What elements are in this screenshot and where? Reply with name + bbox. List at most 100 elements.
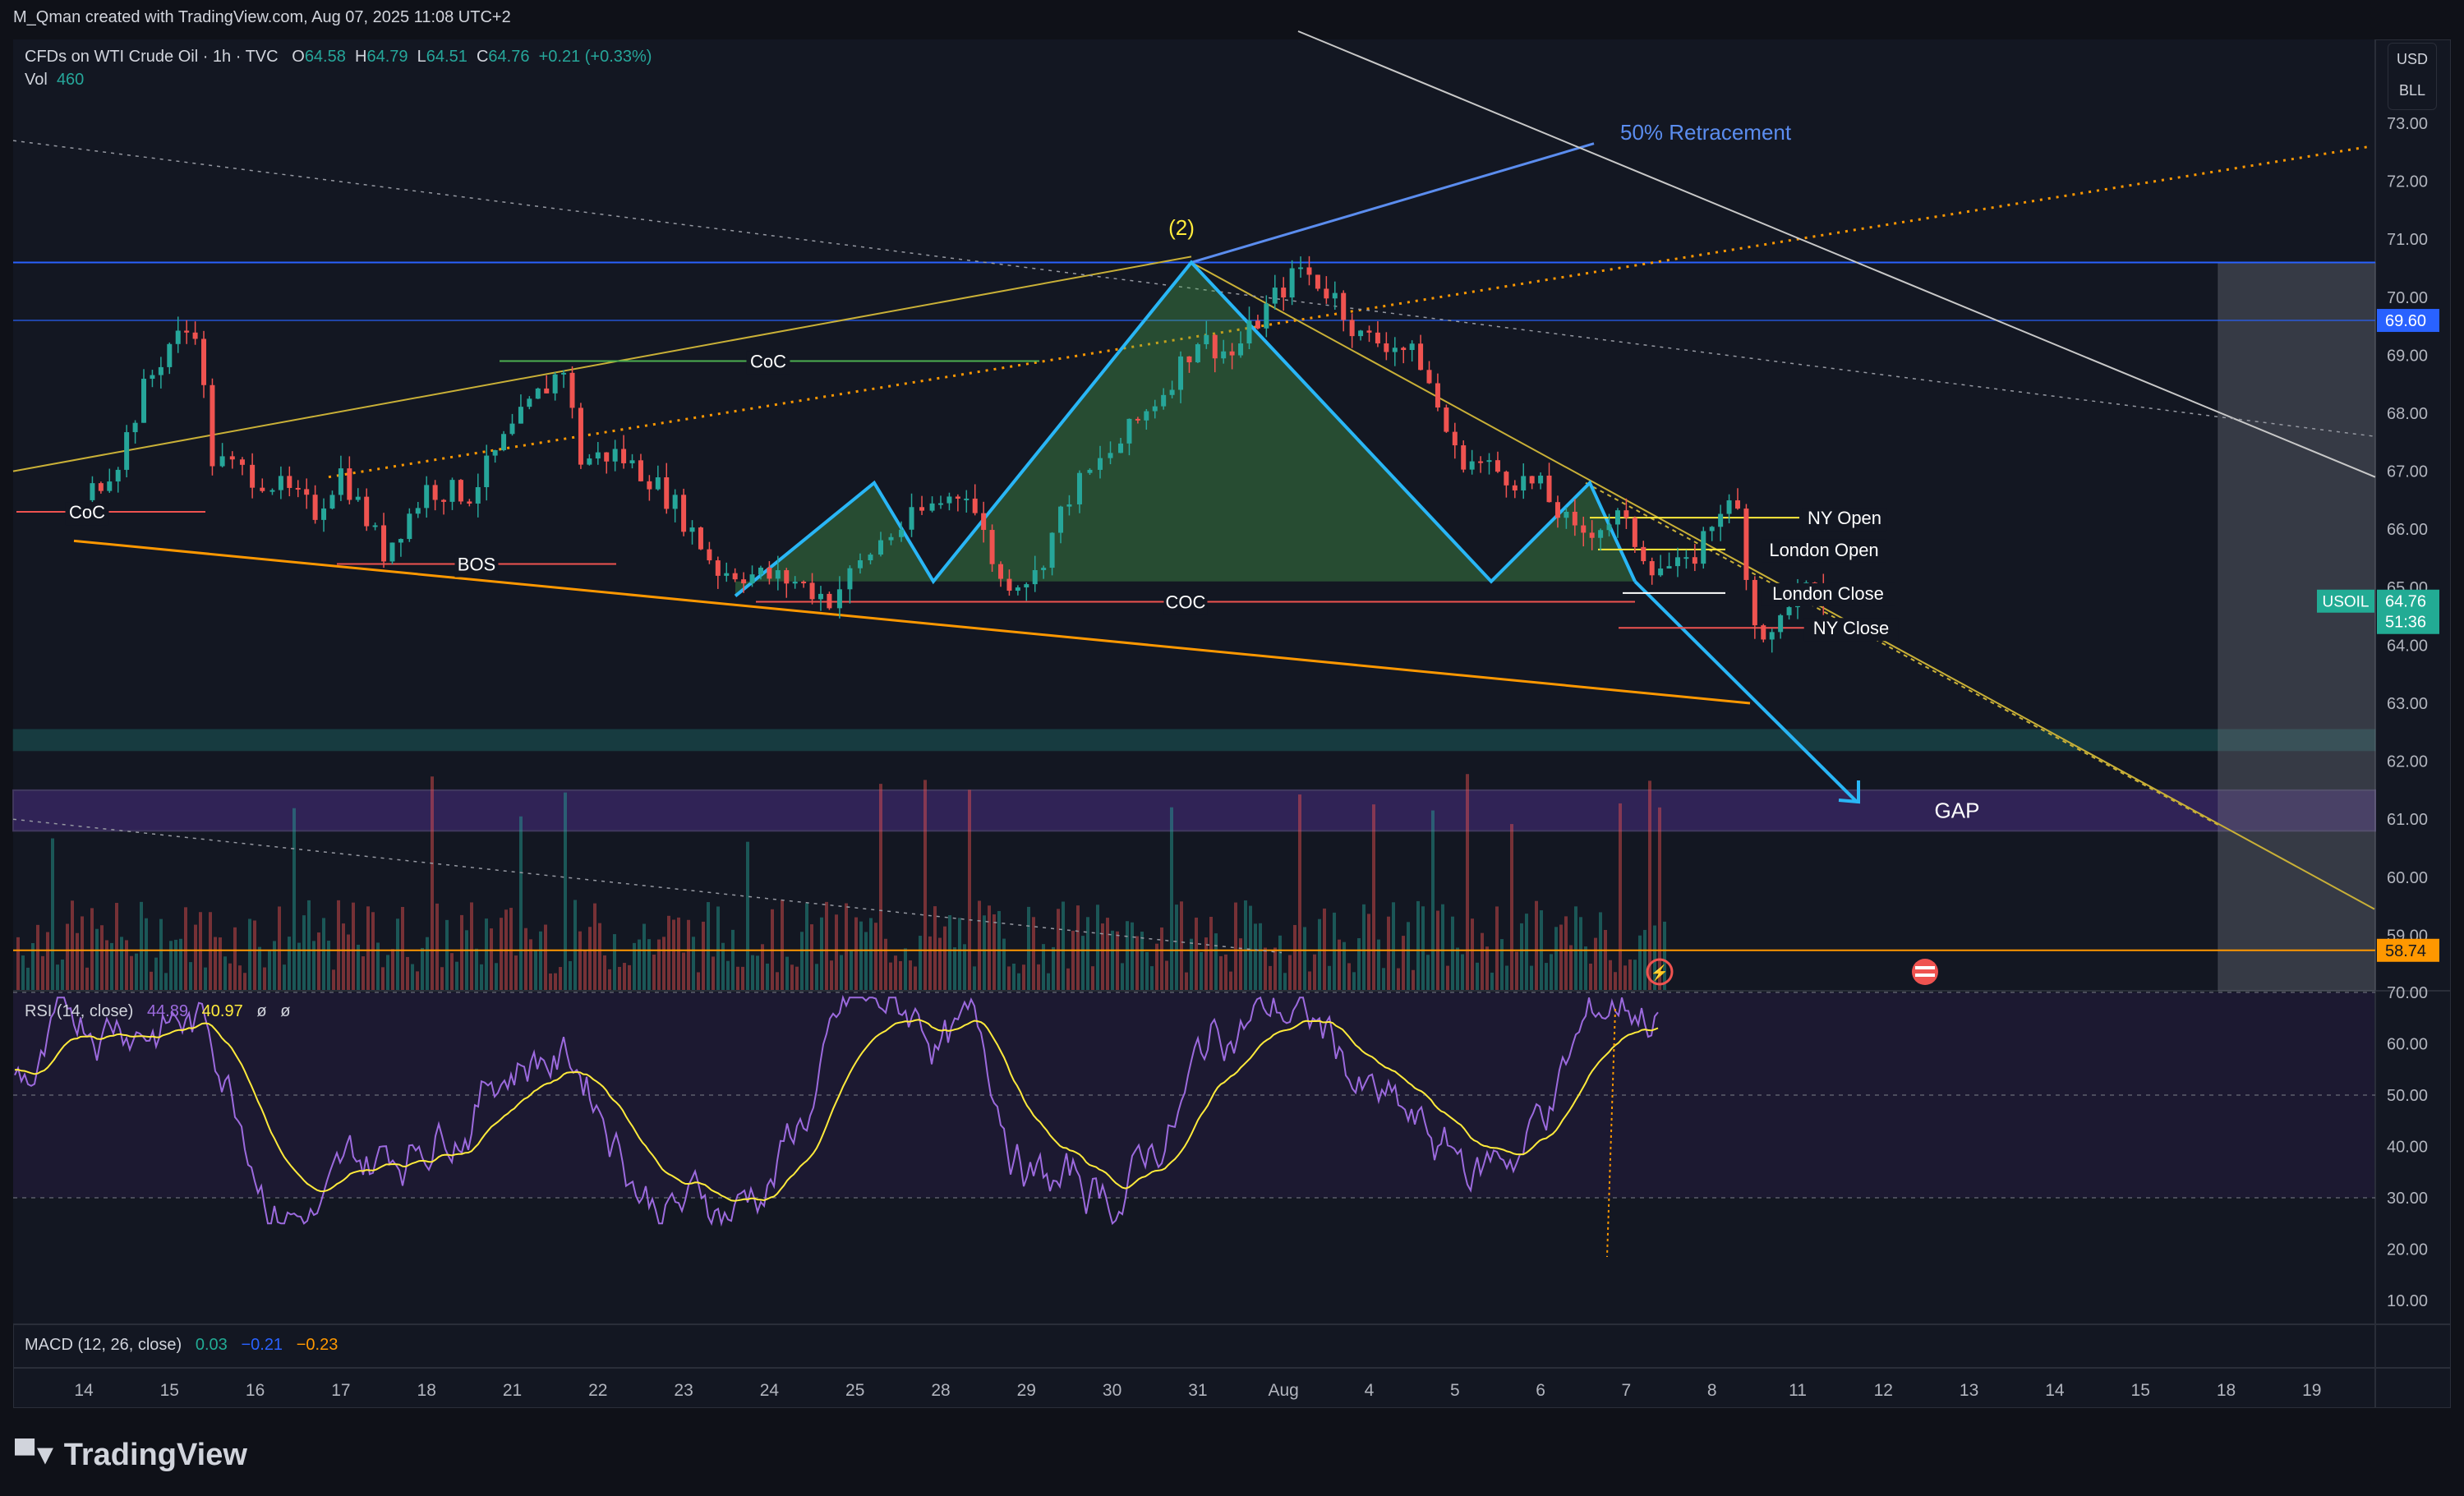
- rsi-tick-label: 30.00: [2387, 1190, 2428, 1208]
- volume-bar: [381, 967, 385, 990]
- volume-bar: [519, 816, 523, 990]
- volume-bar: [845, 903, 848, 990]
- volume-bar: [1195, 917, 1198, 990]
- symbol-title[interactable]: CFDs on WTI Crude Oil · 1h · TVC: [25, 48, 279, 66]
- pattern-fill: [735, 262, 1635, 596]
- volume-bar: [973, 966, 976, 990]
- candle-body: [1204, 334, 1209, 345]
- volume-bar: [302, 915, 306, 990]
- volume-bar: [1505, 965, 1508, 990]
- time-tick-label: 16: [246, 1381, 265, 1400]
- volume-bar: [1259, 923, 1262, 990]
- time-tick-label: 28: [931, 1381, 950, 1400]
- rsi-tick-label: 60.00: [2387, 1036, 2428, 1054]
- rsi-ma-value: 40.97: [201, 1002, 243, 1020]
- candle-body: [1281, 288, 1287, 298]
- candle-body: [1649, 561, 1655, 576]
- candle-body: [909, 507, 914, 530]
- last-price-tag: [2377, 589, 2439, 634]
- open-value: 64.58: [304, 48, 346, 66]
- price-tick-label: 71.00: [2387, 231, 2428, 249]
- volume-bar: [1047, 973, 1050, 990]
- volume-bar: [1525, 914, 1528, 990]
- close-value: 64.76: [488, 48, 530, 66]
- volume-bar: [756, 955, 759, 990]
- macd-title[interactable]: MACD (12, 26, close): [25, 1336, 182, 1354]
- volume-bar: [214, 937, 217, 990]
- candle-body: [1581, 525, 1587, 533]
- time-tick-label: 5: [1450, 1381, 1460, 1400]
- volume-bar: [943, 926, 946, 990]
- volume-bar: [66, 923, 69, 990]
- candle-body: [817, 593, 823, 600]
- volume-bar: [1126, 921, 1129, 990]
- volume-bar: [140, 901, 143, 990]
- candle-body: [587, 458, 592, 465]
- candle-body: [1521, 476, 1527, 491]
- volume-bar: [608, 969, 611, 990]
- candle-body: [715, 560, 721, 576]
- candle-body: [115, 469, 121, 482]
- volume-bar: [154, 957, 158, 990]
- candle-body: [1632, 518, 1637, 547]
- currency-usd[interactable]: USD: [2396, 51, 2428, 67]
- volume-bar: [1303, 927, 1306, 990]
- volume-bar: [968, 789, 971, 990]
- volume-bar: [283, 964, 286, 990]
- candle-body: [1246, 320, 1252, 344]
- volume-bar: [938, 937, 942, 990]
- candle-body: [1144, 411, 1149, 421]
- candle-body: [749, 574, 755, 584]
- volume-bar: [642, 923, 646, 990]
- volume-bar: [1318, 918, 1321, 990]
- volume-bar: [1628, 959, 1632, 990]
- volume-bar: [90, 908, 94, 990]
- volume-bar: [465, 930, 468, 990]
- candle-body: [355, 496, 361, 500]
- symbol-tag: [2317, 589, 2374, 613]
- volume-bar: [721, 942, 725, 990]
- currency-selector[interactable]: USD BLL: [2388, 43, 2437, 110]
- volume-bar: [993, 914, 996, 990]
- volume-bar: [396, 918, 399, 990]
- rsi-title[interactable]: RSI (14, close): [25, 1002, 134, 1020]
- volume-bar: [652, 955, 656, 990]
- rsi-tick-label: 40.00: [2387, 1139, 2428, 1157]
- projection-box: [2218, 261, 2376, 992]
- volume-bar: [1347, 963, 1351, 990]
- candle-body: [1126, 418, 1132, 444]
- price-tag: [2377, 309, 2439, 333]
- annotation-backdrop: [1761, 582, 1895, 606]
- candle-body: [467, 501, 472, 504]
- candle-body: [868, 555, 873, 561]
- volume-bar: [1150, 966, 1154, 990]
- candle-body: [1486, 460, 1492, 463]
- volume-bar: [184, 907, 187, 990]
- volume-bar: [702, 921, 705, 990]
- candle-body: [707, 549, 712, 561]
- volume-bar: [1609, 960, 1612, 990]
- volume-bar: [1515, 951, 1518, 990]
- volume-bar: [219, 937, 222, 990]
- candle-body: [1289, 268, 1295, 298]
- time-tick-label: 6: [1536, 1381, 1545, 1400]
- volume-bar: [603, 955, 606, 990]
- gap-zone: [12, 789, 2376, 832]
- candle-body: [535, 388, 541, 399]
- volume-bar: [549, 973, 552, 990]
- volume-bar: [1461, 954, 1464, 990]
- tradingview-logo[interactable]: ▀▼ TradingView: [15, 1438, 247, 1473]
- candle-body: [741, 579, 747, 584]
- candle-body: [1006, 578, 1012, 591]
- currency-unit[interactable]: BLL: [2398, 82, 2426, 99]
- candle-body: [1108, 453, 1113, 458]
- annotation-backdrop: [65, 502, 109, 526]
- volume-bar: [1057, 909, 1060, 990]
- annotation-label: COC: [1166, 591, 1206, 612]
- volume-bar: [332, 969, 335, 990]
- candle-body: [1666, 566, 1672, 569]
- volume-bar: [795, 966, 799, 990]
- volume-bar: [278, 906, 281, 990]
- volume-bar: [455, 961, 458, 990]
